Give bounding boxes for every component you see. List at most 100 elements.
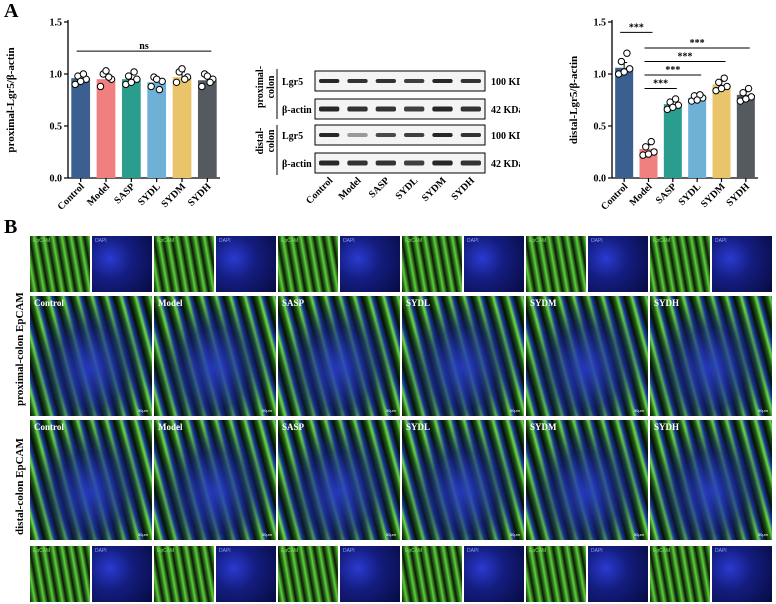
data-point [744,84,753,93]
x-tick-label: SASP [654,181,679,206]
blot-lane-label: Control [304,175,335,206]
epcam-thumbnail: EpCAM [526,236,586,292]
blot-band [375,79,396,83]
epcam-thumbnail: EpCAM [402,236,462,292]
blot-band [432,106,453,112]
data-point [203,72,212,80]
blot-band [460,160,481,166]
blot-band [432,133,453,137]
micrograph-label: Control [34,422,64,432]
blot-band [319,106,340,112]
blot-band [460,133,481,137]
bar-sydl [147,82,167,178]
micrograph-label: EpCAM [281,548,299,554]
scale-bar: 50μm [757,408,768,413]
merged-micrograph-sydh: SYDH 50μm [650,296,772,416]
x-tick-label: SYDH [725,181,753,209]
y-tick-label: 1.0 [50,70,63,81]
significance-label: *** [653,79,668,90]
merged-micrograph-control: Control 50μm [30,420,152,540]
dapi-thumbnail: DAPI [216,546,276,602]
bar-sasp [663,104,682,178]
micrograph-label: EpCAM [157,548,175,554]
bar-model [96,79,116,178]
panel-label-b: B [4,216,18,238]
blot-band [319,160,340,166]
dapi-thumbnail: DAPI [588,236,648,292]
blot-band [460,106,481,112]
epcam-thumbnail: EpCAM [30,236,90,292]
blot-group-label: distal- [255,128,266,155]
x-tick-label: Model [85,181,112,208]
y-tick-label: 0.0 [50,174,63,185]
blot-protein-label: Lgr5 [282,131,303,142]
blot-band [432,79,453,83]
micrograph-label: DAPI [591,548,603,554]
blot-size-label: 100 KDa [491,131,520,142]
data-point [127,78,136,87]
micrograph-label: SYDL [406,298,431,308]
scale-bar: 50μm [633,532,644,537]
blot-band [404,160,425,166]
data-point [620,68,628,76]
dapi-thumbnail: DAPI [712,546,772,602]
epcam-thumbnail: EpCAM [278,236,338,292]
blot-band [404,133,425,137]
data-point [647,137,655,146]
micrograph-label: DAPI [591,238,603,244]
data-point [130,68,138,76]
dapi-thumbnail: DAPI [464,546,524,602]
blot-size-label: 100 KDa [491,77,520,88]
merged-micrograph-sydl: SYDL 50μm [402,420,524,540]
blot-lane-label: SYDH [450,175,478,203]
y-tick-label: 1.0 [594,70,607,81]
micrograph-label: EpCAM [405,548,423,554]
merged-micrograph-control: Control 50μm [30,296,152,416]
micrograph-label: DAPI [95,238,107,244]
data-point [76,77,85,85]
scale-bar: 50μm [509,532,520,537]
merged-micrograph-sydm: SYDM 50μm [526,420,648,540]
blot-band [319,133,340,137]
data-point [623,49,631,57]
micrograph-label: DAPI [715,238,727,244]
significance-label: *** [665,65,680,76]
panel-label-a: A [4,0,19,22]
bar-sydm [172,77,192,178]
proximal-lgr5-bar-chart: 0.0 0.5 1.0 1.5 proximal-Lgr5/β-actin Control… [5,18,220,213]
data-point [172,78,181,87]
data-point [717,84,726,93]
epcam-thumbnail: EpCAM [402,546,462,602]
blot-group-label: colon [266,75,277,98]
scale-bar: 50μm [261,532,272,537]
data-point [105,73,113,81]
x-tick-label: Control [599,181,630,212]
merged-micrograph-sydl: SYDL 50μm [402,296,524,416]
merged-micrograph-sydh: SYDH 50μm [650,420,772,540]
row-label-proximal: proximal-colon EpCAM [14,292,26,406]
data-point [720,74,728,82]
micrograph-label: SYDM [530,298,557,308]
micrograph-label: Model [158,298,183,308]
blot-protein-label: Lgr5 [282,77,303,88]
blot-strip [314,70,486,92]
data-point [625,65,634,73]
scale-bar: 50μm [385,408,396,413]
dapi-thumbnail: DAPI [464,236,524,292]
data-point [198,82,206,91]
data-point [669,103,677,111]
x-tick-label: Control [56,181,87,212]
bar-sasp [121,79,141,178]
x-tick-label: SYDM [699,181,728,210]
scale-bar: 50μm [385,532,396,537]
significance-label: *** [690,38,705,49]
blot-protein-label: β-actin [282,105,312,116]
bar-sydh [197,80,217,178]
epcam-thumbnail: EpCAM [154,236,214,292]
merged-micrograph-sasp: SASP 50μm [278,420,400,540]
bar-sydm [712,84,731,178]
data-point [178,65,186,73]
epcam-thumbnail: EpCAM [650,546,710,602]
y-tick-label: 0.5 [594,122,607,133]
